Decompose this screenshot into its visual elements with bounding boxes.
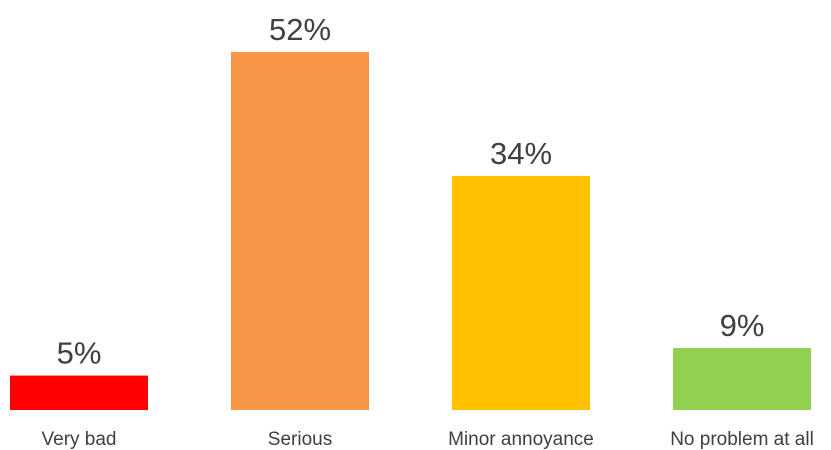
value-label-very-bad: 5% xyxy=(57,336,102,371)
value-label-no-problem-at-all: 9% xyxy=(720,308,765,343)
category-labels-group: Very bad Serious Minor annoyance No problem… xyxy=(42,429,814,450)
value-labels-group: 5% 52% 34% 9% xyxy=(57,12,765,371)
value-label-serious: 52% xyxy=(269,12,331,47)
category-label-no-problem-at-all: No problem at all xyxy=(670,429,814,450)
category-label-serious: Serious xyxy=(268,429,332,450)
bar-minor-annoyance xyxy=(452,175,590,410)
category-label-very-bad: Very bad xyxy=(42,429,117,450)
value-label-minor-annoyance: 34% xyxy=(490,136,552,171)
bar-no-problem-at-all xyxy=(673,348,811,410)
bar-very-bad xyxy=(10,375,148,410)
category-label-minor-annoyance: Minor annoyance xyxy=(448,429,594,450)
bars-group xyxy=(10,52,811,410)
bar-serious xyxy=(231,52,369,410)
